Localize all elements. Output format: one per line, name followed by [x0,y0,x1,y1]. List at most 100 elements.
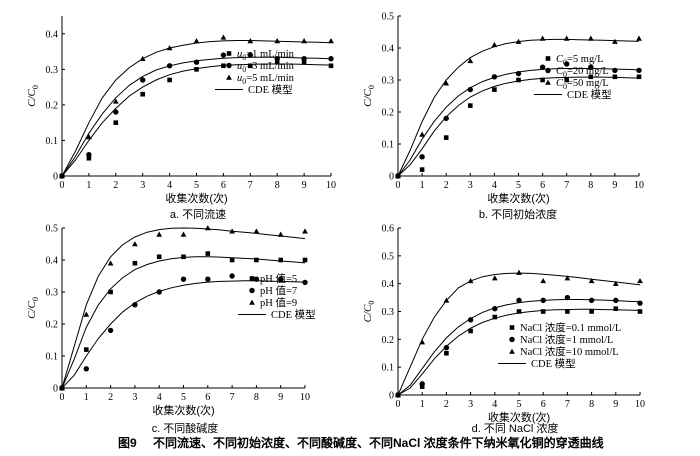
data-point-circle [205,276,211,282]
legend-marker-circle [509,336,515,343]
legend-marker-triangle [226,74,232,80]
legend-marker-square [249,276,255,281]
data-point-circle [86,151,92,158]
y-tick-label: 0.1 [46,136,59,147]
x-tick-label: 10 [635,399,645,410]
data-point-triangle [302,228,308,234]
legend-label: pH 值=5 [260,272,297,285]
data-point-triangle [107,260,114,266]
y-tick-label: 0.4 [382,279,395,290]
data-point-square [274,59,280,65]
y-tick-label: 0 [53,172,58,183]
x-tick-label: 8 [254,392,259,403]
data-point-square [492,87,497,92]
x-tick-label: 5 [516,180,521,191]
data-point-triangle [587,35,594,41]
data-point-square [301,59,307,65]
y-tick-label: 0.1 [382,140,395,151]
data-point-circle [107,327,114,334]
legend-label: NaCl 浓度=0.1 mmol/L [520,321,621,334]
chart-panel-a: 0 1 2 3 4 5 6 7 8 9 10 0 0.1 0.2 0.3 0.4 收集次数(次) C/C0 u0=1… [26,16,336,221]
data-point-circle [247,52,253,58]
y-tick-label: 0.3 [46,65,59,76]
data-point-square [86,155,92,161]
x-tick-label: 8 [275,180,280,191]
x-tick-label: 8 [588,180,593,191]
data-point-triangle [636,35,642,41]
data-point-square [278,257,283,263]
data-point-triangle [516,269,522,275]
legend-label: NaCl 浓度=10 mmol/L [520,345,619,358]
data-point-triangle [419,339,426,345]
legend-label: u0=3 mL/min [237,61,295,74]
legend-marker-circle [226,62,232,69]
data-point-square [229,257,235,263]
x-tick-label: 9 [302,180,307,191]
data-point-circle [301,55,307,62]
x-tick-label: 2 [113,180,118,191]
y-tick-label: 0.4 [46,256,59,267]
data-point-square [516,77,521,83]
data-point-circle [419,381,425,387]
data-point-square [444,350,449,356]
y-tick-label: 0.2 [46,100,59,111]
data-point-circle [515,70,522,77]
data-point-square [156,254,162,260]
data-point-triangle [563,35,570,41]
legend-fit-label: CDE 模型 [271,308,316,321]
data-point-triangle [229,228,235,234]
x-tick-label: 5 [181,392,186,403]
data-point-square [140,91,145,97]
x-tick-label: 4 [167,180,172,191]
x-tick-label: 3 [468,399,473,410]
data-point-circle [253,276,260,282]
legend-label: u0=1 mL/min [237,49,295,62]
x-tick-label: 9 [613,399,618,410]
x-tick-label: 7 [230,392,235,403]
data-point-circle [636,67,642,74]
data-point-square [328,63,334,69]
panel-caption: a. 不同流速 [170,207,226,221]
data-point-square [564,77,569,83]
x-axis-label: 收集次数(次) [152,403,214,417]
x-tick-label: 1 [86,180,91,191]
x-tick-label: 4 [157,392,162,403]
x-tick-label: 6 [541,399,546,410]
data-point-circle [229,273,235,279]
legend-label: C0=50 mg/L [556,78,609,91]
x-axis-label: 收集次数(次) [165,191,227,205]
legend-label: C0=20 mg/L [556,66,609,79]
legend-fit-label: CDE 模型 [567,88,612,101]
y-tick-label: 0 [389,172,394,183]
data-point-circle [516,297,522,304]
data-point-square [248,63,253,69]
data-point-square [613,306,619,312]
data-point-square [419,167,425,172]
y-tick-label: 0.5 [382,12,395,23]
x-tick-label: 2 [444,180,449,191]
data-point-triangle [253,228,260,234]
y-tick-label: 0.1 [382,363,395,374]
data-point-circle [140,77,146,83]
data-point-circle [588,297,595,304]
data-point-square [194,67,199,72]
legend-marker-square [509,325,515,330]
data-point-triangle [540,278,547,284]
data-point-circle [328,55,334,62]
data-point-square [113,120,119,125]
data-point-square [540,309,546,314]
y-axis-label: C/C0 [362,301,376,323]
data-point-triangle [220,34,227,40]
panel-caption: b. 不同初始浓度 [479,207,557,221]
data-point-circle [274,55,280,62]
y-tick-label: 0.5 [46,224,59,235]
data-point-triangle [443,297,450,303]
data-point-triangle [301,38,307,44]
y-tick-label: 0.3 [46,288,59,299]
data-point-triangle [274,38,281,44]
y-tick-label: 0.4 [46,29,59,40]
data-point-square [205,251,211,256]
